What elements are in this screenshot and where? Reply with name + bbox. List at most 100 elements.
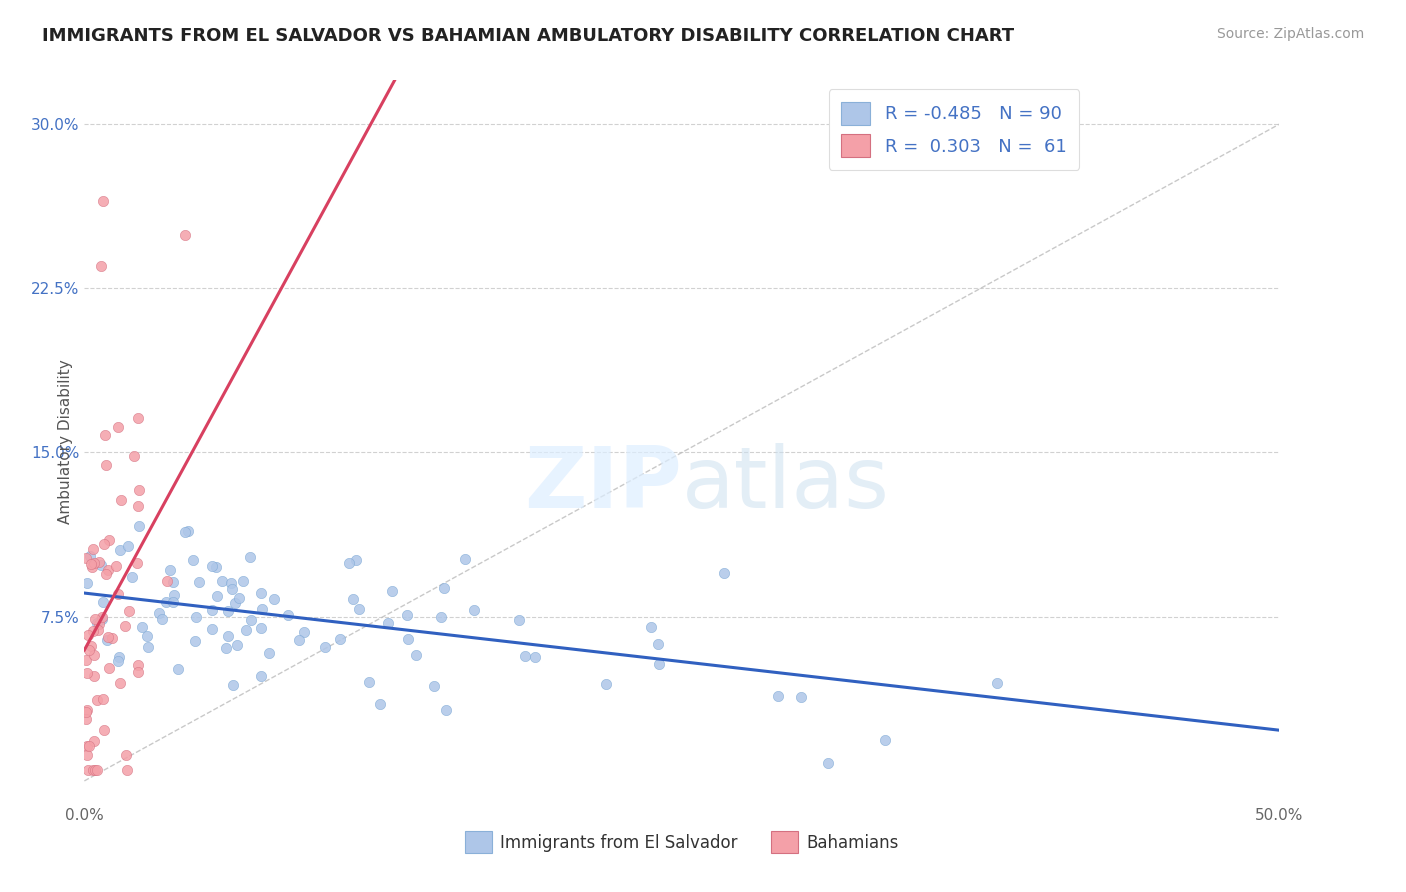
Legend: Immigrants from El Salvador, Bahamians: Immigrants from El Salvador, Bahamians — [458, 825, 905, 860]
Point — [595, 676, 617, 690]
Point — [76, 739, 98, 753]
Point — [148, 607, 170, 621]
Point — [80, 639, 103, 653]
Point — [75, 705, 97, 719]
Point — [82, 541, 104, 556]
Point — [454, 552, 477, 566]
Point — [433, 581, 456, 595]
Point — [89, 617, 111, 632]
Point — [82, 624, 104, 639]
Point — [86, 763, 108, 777]
Point — [77, 643, 100, 657]
Point — [76, 747, 98, 762]
Point — [97, 630, 120, 644]
Point — [184, 610, 207, 624]
Point — [430, 610, 453, 624]
Point — [131, 620, 153, 634]
Point — [224, 596, 246, 610]
Point — [94, 428, 117, 442]
Point — [181, 553, 204, 567]
Point — [368, 698, 391, 712]
Point — [219, 575, 242, 590]
Point — [82, 763, 104, 777]
Point — [162, 595, 184, 609]
Point — [396, 608, 419, 623]
Point — [150, 612, 173, 626]
Text: ZIP: ZIP — [524, 443, 682, 526]
Point — [875, 732, 897, 747]
Point — [344, 553, 367, 567]
Point — [75, 712, 97, 726]
Point — [218, 629, 240, 643]
Point — [263, 591, 285, 606]
Point — [174, 227, 197, 242]
Point — [86, 693, 108, 707]
Point — [96, 633, 118, 648]
Point — [201, 603, 224, 617]
Point — [347, 602, 370, 616]
Point — [337, 557, 360, 571]
Point — [76, 703, 98, 717]
Point — [204, 560, 226, 574]
Point — [986, 676, 1008, 690]
Point — [177, 524, 200, 538]
Point — [215, 640, 238, 655]
Text: IMMIGRANTS FROM EL SALVADOR VS BAHAMIAN AMBULATORY DISABILITY CORRELATION CHART: IMMIGRANTS FROM EL SALVADOR VS BAHAMIAN … — [42, 27, 1014, 45]
Point — [217, 604, 239, 618]
Point — [93, 194, 115, 208]
Point — [98, 661, 121, 675]
Point — [135, 629, 157, 643]
Point — [91, 595, 114, 609]
Point — [107, 649, 129, 664]
Point — [124, 450, 146, 464]
Point — [94, 458, 117, 473]
Point — [156, 574, 179, 588]
Point — [163, 588, 186, 602]
Point — [201, 622, 224, 636]
Point — [790, 690, 813, 705]
Point — [84, 763, 107, 777]
Point — [117, 763, 139, 777]
Point — [84, 611, 107, 625]
Point — [128, 519, 150, 533]
Point — [508, 613, 530, 627]
Point — [167, 662, 190, 676]
Point — [239, 613, 262, 627]
Y-axis label: Ambulatory Disability: Ambulatory Disability — [58, 359, 73, 524]
Point — [115, 747, 138, 762]
Point — [127, 411, 149, 425]
Point — [342, 592, 364, 607]
Point — [93, 723, 115, 737]
Point — [83, 556, 105, 570]
Point — [184, 633, 207, 648]
Point — [239, 549, 262, 564]
Point — [713, 566, 735, 580]
Point — [76, 665, 98, 680]
Point — [127, 658, 149, 673]
Point — [75, 653, 97, 667]
Point — [648, 657, 671, 671]
Point — [83, 669, 105, 683]
Point — [77, 739, 100, 753]
Point — [87, 555, 110, 569]
Point — [250, 602, 273, 616]
Point — [77, 763, 100, 777]
Point — [107, 587, 129, 601]
Point — [817, 756, 839, 770]
Point — [86, 616, 108, 631]
Point — [524, 650, 547, 665]
Point — [91, 612, 114, 626]
Point — [292, 625, 315, 640]
Point — [79, 549, 101, 563]
Point — [381, 583, 404, 598]
Point — [250, 621, 273, 635]
Point — [155, 595, 177, 609]
Point — [226, 638, 249, 652]
Point — [125, 556, 148, 570]
Point — [250, 585, 273, 599]
Point — [101, 632, 124, 646]
Point — [463, 603, 485, 617]
Point — [211, 574, 233, 588]
Point — [107, 654, 129, 668]
Point — [288, 632, 311, 647]
